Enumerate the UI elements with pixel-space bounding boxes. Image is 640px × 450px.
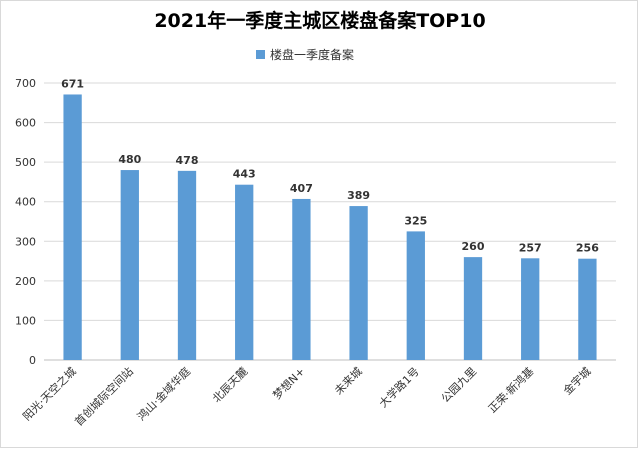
data-label: 671 — [61, 77, 84, 90]
x-tick-label: 正荣·新鸿基 — [485, 364, 536, 415]
data-label: 260 — [462, 240, 485, 253]
y-tick-label: 400 — [15, 196, 36, 209]
x-tick-label: 阳光·天空之城 — [20, 364, 79, 423]
y-tick-label: 700 — [15, 77, 36, 90]
data-label: 480 — [118, 153, 141, 166]
y-tick-label: 500 — [15, 156, 36, 169]
y-tick-label: 100 — [15, 314, 36, 327]
data-label: 443 — [233, 168, 256, 181]
y-axis-ticks: 0 100 200 300 400 500 600 700 — [15, 77, 36, 367]
data-label: 325 — [404, 214, 427, 227]
bars — [63, 94, 597, 361]
y-tick-label: 0 — [29, 354, 36, 367]
data-labels: 671 480 478 443 407 389 325 260 257 256 — [61, 77, 599, 254]
bar — [177, 170, 197, 360]
bar — [63, 94, 82, 361]
gridlines — [44, 82, 616, 361]
y-tick-label: 200 — [15, 275, 36, 288]
x-tick-label: 金宇城 — [560, 364, 593, 397]
bar — [406, 231, 425, 360]
data-label: 407 — [290, 182, 313, 195]
y-tick-label: 300 — [15, 235, 36, 248]
x-tick-label: 首创城际空间站 — [72, 364, 136, 428]
data-label: 257 — [519, 241, 542, 254]
bar — [578, 258, 597, 360]
x-tick-label: 梦想N+ — [270, 364, 308, 402]
x-tick-label: 公园九里 — [439, 365, 479, 405]
bar — [120, 170, 139, 360]
x-tick-label: 鸿山·金域华庭 — [134, 364, 193, 423]
chart-legend: 楼盘一季度备案 — [256, 46, 354, 63]
data-label: 256 — [576, 242, 599, 255]
data-label: 389 — [347, 189, 370, 202]
data-label: 478 — [176, 154, 199, 167]
legend-label: 楼盘一季度备案 — [270, 48, 355, 62]
x-tick-label: 北辰天麓 — [210, 365, 250, 405]
bar — [349, 206, 368, 360]
y-tick-label: 600 — [15, 117, 36, 130]
bar — [521, 258, 540, 360]
x-tick-label: 未来城 — [332, 365, 365, 398]
bar — [292, 198, 311, 360]
bar — [463, 257, 483, 360]
legend-swatch — [256, 50, 265, 59]
chart-title: 2021年一季度主城区楼盘备案TOP10 — [154, 10, 486, 32]
x-tick-label: 大学路1号 — [376, 364, 422, 410]
bar — [235, 184, 254, 360]
